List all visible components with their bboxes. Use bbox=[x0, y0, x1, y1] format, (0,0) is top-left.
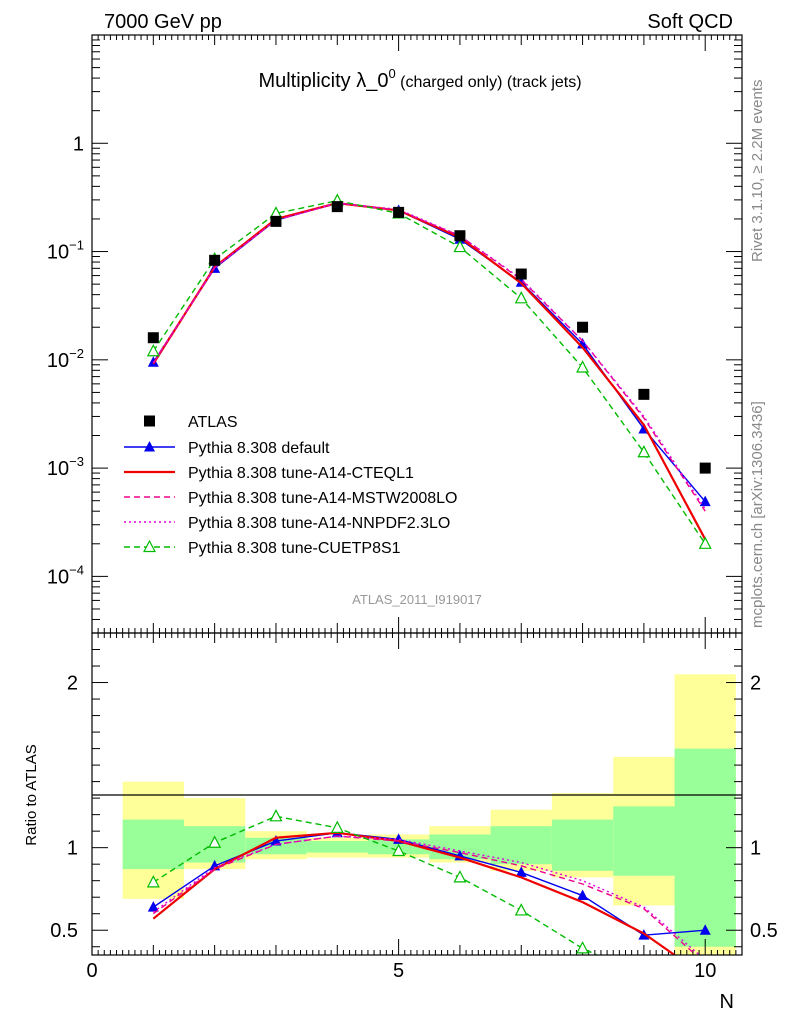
header-right: Soft QCD bbox=[647, 11, 733, 33]
y-tick-label-mantissa: 10 bbox=[47, 458, 69, 480]
legend-label: Pythia 8.308 tune-A14-CTEQL1 bbox=[188, 465, 414, 482]
legend-marker bbox=[144, 441, 155, 452]
y-tick-label-mantissa: 10 bbox=[47, 566, 69, 588]
ratio-point bbox=[147, 901, 159, 912]
ratio-point bbox=[514, 903, 528, 916]
ratio-tick-label-left: 1 bbox=[67, 838, 78, 860]
atlas-point bbox=[393, 206, 405, 218]
series-point bbox=[698, 536, 712, 549]
ratio-tick-label-right: 1 bbox=[750, 838, 761, 860]
band-inner bbox=[122, 819, 184, 870]
atlas-point bbox=[454, 230, 466, 242]
ratio-point bbox=[577, 889, 589, 901]
ratio-point bbox=[270, 835, 282, 846]
chart-title-sup: 0 bbox=[388, 66, 395, 81]
series-point bbox=[515, 276, 527, 287]
chart-title: Multiplicity λ_00 (charged only) (track … bbox=[258, 66, 581, 92]
ratio-point bbox=[699, 924, 711, 935]
y-tick-label-mantissa: 10 bbox=[47, 350, 69, 372]
ratio-uncertainty-bands bbox=[122, 674, 736, 955]
analysis-watermark: ATLAS_2011_I919017 bbox=[352, 592, 482, 607]
band-inner bbox=[613, 806, 675, 876]
chart-title-extra: (charged only) (track jets) bbox=[396, 74, 582, 91]
ratio-ylabel: Ratio to ATLAS bbox=[23, 744, 40, 845]
ratio-panel bbox=[91, 632, 743, 956]
atlas-point bbox=[209, 254, 221, 266]
atlas-point bbox=[577, 321, 589, 333]
legend-marker bbox=[143, 539, 156, 553]
x-axis-label: N bbox=[720, 991, 734, 1013]
y-tick-label-exponent: −2 bbox=[69, 346, 84, 361]
ratio-point bbox=[269, 808, 283, 822]
ratio-line bbox=[152, 831, 677, 955]
ratio-tick-label-right: 0.5 bbox=[750, 920, 778, 942]
y-tick-label: 1 bbox=[73, 133, 84, 155]
atlas-point bbox=[699, 462, 711, 474]
ratio-tick-label-left: 0.5 bbox=[50, 920, 78, 942]
series-point bbox=[637, 444, 651, 458]
main-y-tick-labels: 110−110−210−310−4 bbox=[47, 133, 84, 588]
y-tick-label: 10−3 bbox=[47, 454, 84, 480]
y-tick-label: 10−4 bbox=[47, 562, 84, 588]
y-tick-label-mantissa: 10 bbox=[47, 242, 69, 264]
y-tick-label-exponent: −4 bbox=[69, 562, 84, 577]
legend-label: ATLAS bbox=[188, 414, 238, 431]
x-tick-label: 5 bbox=[393, 960, 404, 982]
ratio-frame bbox=[91, 632, 743, 956]
main-panel bbox=[91, 34, 743, 634]
x-tick-labels: 0 5 10 bbox=[86, 960, 716, 982]
series-point bbox=[146, 343, 160, 357]
band-inner bbox=[490, 826, 552, 865]
band-inner bbox=[674, 748, 736, 947]
ratio-line bbox=[152, 835, 701, 955]
y-tick-label-exponent: −1 bbox=[69, 238, 84, 253]
atlas-data-points bbox=[147, 201, 711, 474]
side-label-bottom: mcplots.cern.ch [arXiv:1306.3436] bbox=[749, 401, 766, 628]
ratio-point bbox=[208, 835, 222, 848]
y-tick-label-exponent: −3 bbox=[69, 454, 84, 469]
side-label-top: Rivet 3.1.10, ≥ 2.2M events bbox=[749, 80, 766, 263]
atlas-point bbox=[515, 268, 527, 280]
ratio-y-tick-labels: 2 2 1 1 0.5 0.5 bbox=[50, 673, 778, 943]
ratio-point bbox=[576, 941, 590, 954]
series-line bbox=[152, 202, 707, 540]
atlas-point bbox=[638, 388, 650, 400]
ratio-point bbox=[453, 870, 467, 883]
chart-title-main: Multiplicity λ_0 bbox=[258, 70, 388, 92]
x-tick-label: 0 bbox=[86, 960, 97, 982]
ratio-tick-label-left: 2 bbox=[67, 673, 78, 695]
atlas-point bbox=[147, 332, 159, 344]
ratio-line bbox=[152, 815, 599, 955]
legend-label: Pythia 8.308 tune-A14-NNPDF2.3LO bbox=[188, 515, 450, 532]
band-inner bbox=[306, 841, 368, 853]
main-tick-marks bbox=[91, 34, 742, 634]
series-point bbox=[514, 291, 528, 304]
ratio-point bbox=[330, 820, 344, 833]
ratio-point bbox=[146, 875, 160, 888]
series-point bbox=[453, 239, 467, 253]
y-tick-label-mantissa: 1 bbox=[73, 133, 84, 155]
legend-label: Pythia 8.308 tune-A14-MSTW2008LO bbox=[188, 490, 457, 507]
ratio-tick-marks bbox=[91, 633, 742, 955]
y-tick-label: 10−2 bbox=[47, 346, 84, 372]
series-point bbox=[576, 360, 590, 373]
ratio-series bbox=[146, 808, 711, 955]
legend: ATLAS Pythia 8.308 default Pythia 8.308 tu… bbox=[124, 414, 457, 557]
series-point bbox=[699, 495, 711, 507]
legend-label: Pythia 8.308 default bbox=[188, 440, 330, 457]
legend-label: Pythia 8.308 tune-CUETP8S1 bbox=[188, 540, 401, 557]
legend-marker bbox=[144, 415, 155, 427]
ratio-point bbox=[515, 866, 527, 877]
ratio-point bbox=[392, 843, 406, 857]
y-tick-label: 10−1 bbox=[47, 238, 84, 264]
atlas-point bbox=[270, 215, 282, 227]
series-line bbox=[152, 202, 706, 510]
ratio-tick-label-right: 2 bbox=[750, 673, 761, 695]
atlas-point bbox=[331, 201, 343, 213]
x-tick-label: 10 bbox=[694, 960, 716, 982]
band-inner bbox=[551, 819, 614, 871]
header-left: 7000 GeV pp bbox=[104, 11, 222, 33]
